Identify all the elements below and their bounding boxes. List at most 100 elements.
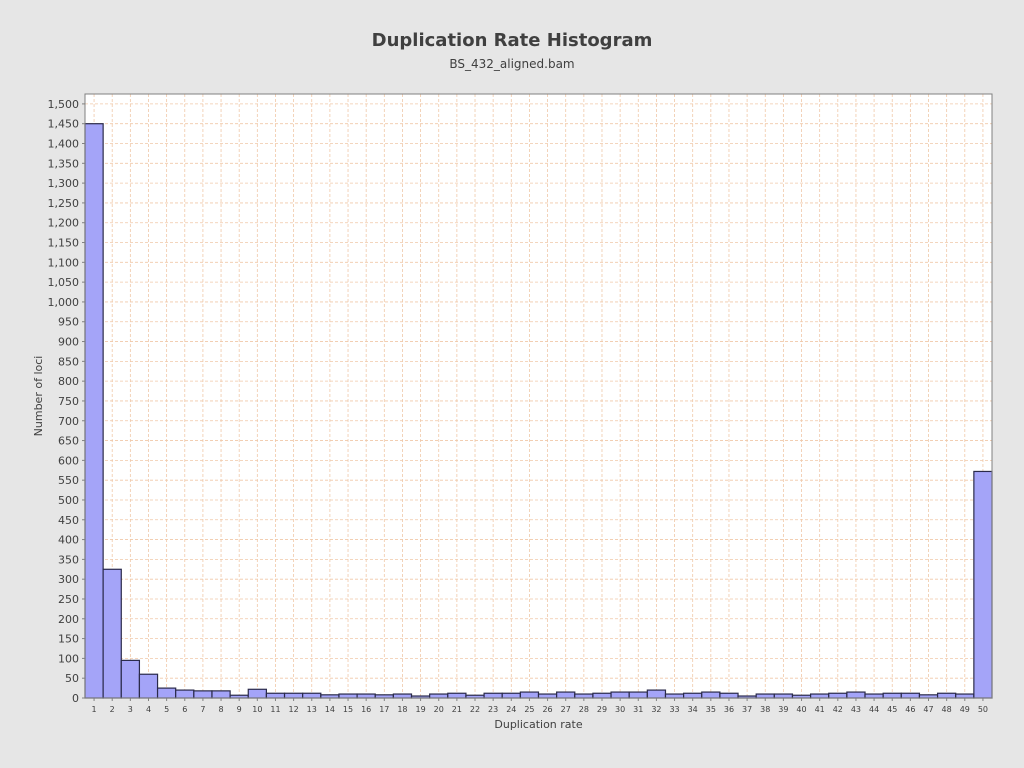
- y-tick-label: 1,100: [48, 256, 80, 269]
- x-tick-label: 29: [597, 705, 607, 714]
- bar-41: [809, 693, 830, 699]
- bar-3: [120, 659, 141, 699]
- x-tick-label: 21: [452, 705, 462, 714]
- y-tick-label: 1,350: [48, 157, 80, 170]
- y-tick-label: 300: [58, 573, 79, 586]
- y-tick-label: 500: [58, 494, 79, 507]
- x-axis-title: Duplication rate: [494, 718, 582, 731]
- bar-49: [955, 693, 975, 699]
- y-tick-label: 1,450: [48, 118, 80, 131]
- bars: [84, 123, 993, 699]
- x-tick-label: 50: [978, 705, 988, 714]
- x-tick-label: 16: [361, 705, 371, 714]
- bar-24: [501, 692, 521, 699]
- x-tick-label: 39: [778, 705, 788, 714]
- x-tick-label: 42: [833, 705, 843, 714]
- y-tick-label: 750: [58, 395, 79, 408]
- gridlines: [85, 94, 992, 699]
- bar-8: [211, 690, 231, 699]
- bar-50: [973, 470, 993, 699]
- x-tick-label: 37: [742, 705, 752, 714]
- x-tick-label: 20: [434, 705, 444, 714]
- y-tick-label: 50: [65, 672, 79, 685]
- x-tick-label: 12: [289, 705, 299, 714]
- bar-28: [574, 693, 594, 699]
- y-axis-title: Number of loci: [32, 356, 45, 437]
- bar-33: [664, 693, 685, 699]
- y-tick-label: 1,250: [48, 197, 80, 210]
- y-tick-label: 650: [58, 435, 79, 448]
- bar-32: [646, 689, 667, 699]
- chart-subtitle: BS_432_aligned.bam: [449, 57, 575, 71]
- bar-20: [429, 693, 449, 699]
- bar-36: [719, 692, 739, 699]
- plot-border: [84, 93, 993, 699]
- y-tick-label: 850: [58, 355, 79, 368]
- y-tick-label: 400: [58, 534, 79, 547]
- x-tick-label: 31: [633, 705, 643, 714]
- bar-12: [283, 692, 304, 699]
- x-tick-label: 6: [182, 705, 187, 714]
- x-tick-label: 35: [706, 705, 716, 714]
- bar-42: [828, 692, 848, 699]
- y-tick-label: 950: [58, 316, 79, 329]
- y-tick-label: 600: [58, 454, 79, 467]
- x-tick-label: 3: [128, 705, 133, 714]
- x-tick-label: 5: [164, 705, 169, 714]
- bar-38: [755, 693, 775, 699]
- bar-48: [936, 692, 957, 699]
- x-tick-label: 32: [651, 705, 661, 714]
- y-tick-label: 1,150: [48, 237, 80, 250]
- x-tick-label: 33: [669, 705, 679, 714]
- x-tick-label: 27: [561, 705, 571, 714]
- bar-7: [193, 690, 213, 699]
- bar-34: [683, 692, 703, 699]
- x-tick-label: 10: [252, 705, 262, 714]
- bar-5: [156, 687, 177, 699]
- bar-29: [592, 692, 612, 699]
- y-tick-label: 1,000: [48, 296, 80, 309]
- x-tick-label: 34: [688, 705, 698, 714]
- bar-10: [247, 688, 267, 699]
- y-tick-label: 1,050: [48, 276, 80, 289]
- x-tick-label: 11: [270, 705, 280, 714]
- x-tick-label: 14: [325, 705, 335, 714]
- bar-6: [175, 689, 195, 699]
- x-tick-label: 36: [724, 705, 734, 714]
- x-tick-label: 43: [851, 705, 861, 714]
- y-tick-label: 800: [58, 375, 79, 388]
- x-tick-label: 48: [942, 705, 952, 714]
- bar-21: [447, 692, 467, 699]
- bar-26: [537, 693, 558, 699]
- bar-45: [882, 692, 902, 699]
- y-tick-label: 350: [58, 553, 79, 566]
- y-axis: 0 50 100 150 200 250 300 350 400 450 500 550 600 650 7…: [48, 98, 85, 705]
- x-tick-label: 4: [146, 705, 151, 714]
- x-tick-label: 28: [579, 705, 589, 714]
- bar-16: [356, 693, 376, 699]
- x-tick-label: 23: [488, 705, 498, 714]
- bar-1: [84, 123, 104, 699]
- bar-35: [701, 691, 721, 699]
- x-tick-label: 26: [542, 705, 552, 714]
- y-tick-label: 0: [72, 692, 79, 705]
- y-tick-label: 700: [58, 415, 79, 428]
- y-tick-label: 250: [58, 593, 79, 606]
- y-tick-label: 1,200: [48, 217, 80, 230]
- x-tick-label: 24: [506, 705, 516, 714]
- bar-13: [302, 692, 322, 699]
- x-tick-label: 7: [200, 705, 205, 714]
- bar-27: [556, 691, 576, 699]
- bar-30: [610, 691, 630, 699]
- x-tick-label: 25: [524, 705, 534, 714]
- x-tick-label: 44: [869, 705, 879, 714]
- plot-area: [85, 94, 992, 698]
- bar-15: [338, 693, 358, 699]
- x-tick-label: 30: [615, 705, 625, 714]
- bar-11: [265, 692, 286, 699]
- bar-44: [864, 693, 884, 699]
- bar-25: [519, 691, 540, 699]
- x-tick-label: 45: [887, 705, 897, 714]
- bar-46: [900, 692, 921, 699]
